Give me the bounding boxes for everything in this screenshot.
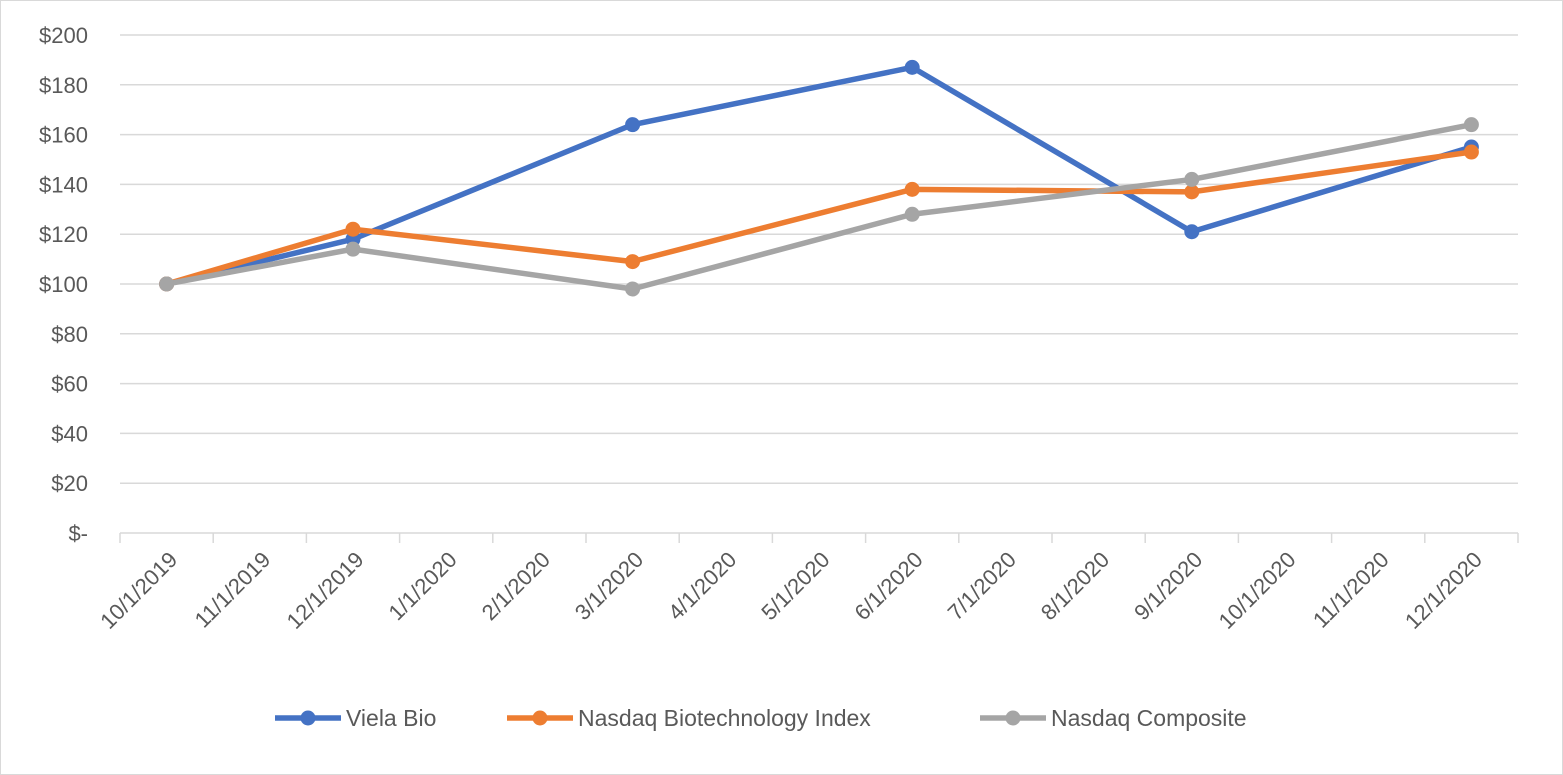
legend-item: Viela Bio [275, 705, 436, 731]
y-tick-label: $40 [51, 421, 88, 446]
data-point [1184, 184, 1200, 200]
y-axis-tick-labels: $- $20 $40 $60 $80 $100 $120 $140 $160 $180 $200 [39, 23, 88, 546]
y-tick-label: $20 [51, 471, 88, 496]
data-point [1463, 117, 1479, 133]
x-axis [119, 532, 1519, 543]
y-tick-label: $60 [51, 372, 88, 397]
data-point [345, 221, 361, 237]
x-tick-label: 4/1/2020 [663, 547, 741, 625]
legend-label: Nasdaq Composite [1051, 705, 1247, 731]
series-line [163, 121, 1475, 292]
y-tick-label: $80 [51, 322, 88, 347]
x-axis-tick-labels: 10/1/2019 11/1/2019 12/1/2019 1/1/2020 2/1/2… [95, 547, 1487, 634]
data-point [159, 276, 175, 292]
series-nasdaq-biotechnology-index [159, 144, 1479, 292]
x-tick-label: 2/1/2020 [477, 547, 555, 625]
x-tick-label: 11/1/2019 [190, 547, 276, 633]
data-point [345, 241, 361, 257]
series-line [163, 149, 1475, 287]
y-tick-label: $120 [39, 222, 88, 247]
y-tick-label: $160 [39, 123, 88, 148]
gridlines [120, 34, 1518, 484]
series-lines [159, 59, 1479, 297]
legend-label: Viela Bio [346, 705, 436, 731]
legend: Viela Bio Nasdaq Biotechnology Index Nasda… [275, 705, 1247, 731]
y-tick-label: $200 [39, 23, 88, 48]
data-point [904, 59, 920, 75]
x-tick-label: 1/1/2020 [384, 547, 462, 625]
x-tick-label: 9/1/2020 [1129, 547, 1207, 625]
data-point [904, 181, 920, 197]
legend-item: Nasdaq Composite [980, 705, 1247, 731]
x-tick-label: 10/1/2020 [1214, 547, 1301, 634]
series-nasdaq-composite [159, 117, 1479, 297]
y-tick-label: $- [68, 521, 88, 546]
x-tick-label: 7/1/2020 [943, 547, 1021, 625]
data-point [625, 281, 641, 297]
data-point [625, 254, 641, 270]
x-tick-label: 3/1/2020 [570, 547, 648, 625]
series-line [163, 64, 1475, 287]
legend-item: Nasdaq Biotechnology Index [507, 705, 871, 731]
legend-swatch-marker [532, 710, 548, 726]
x-tick-label: 12/1/2019 [282, 547, 369, 634]
legend-label: Nasdaq Biotechnology Index [578, 705, 871, 731]
y-tick-label: $140 [39, 172, 88, 197]
x-tick-label: 6/1/2020 [850, 547, 928, 625]
legend-swatch-marker [300, 710, 316, 726]
data-point [1184, 224, 1200, 240]
y-tick-label: $180 [39, 73, 88, 98]
data-point [1184, 171, 1200, 187]
data-point [625, 117, 641, 133]
y-tick-label: $100 [39, 272, 88, 297]
x-tick-label: 10/1/2019 [95, 547, 182, 634]
data-point [1463, 144, 1479, 160]
series-viela-bio [159, 59, 1479, 292]
data-point [904, 206, 920, 222]
x-tick-label: 11/1/2020 [1308, 547, 1394, 633]
x-tick-label: 12/1/2020 [1400, 547, 1487, 634]
x-tick-label: 8/1/2020 [1036, 547, 1114, 625]
x-tick-label: 5/1/2020 [756, 547, 834, 625]
legend-swatch-marker [1005, 710, 1021, 726]
